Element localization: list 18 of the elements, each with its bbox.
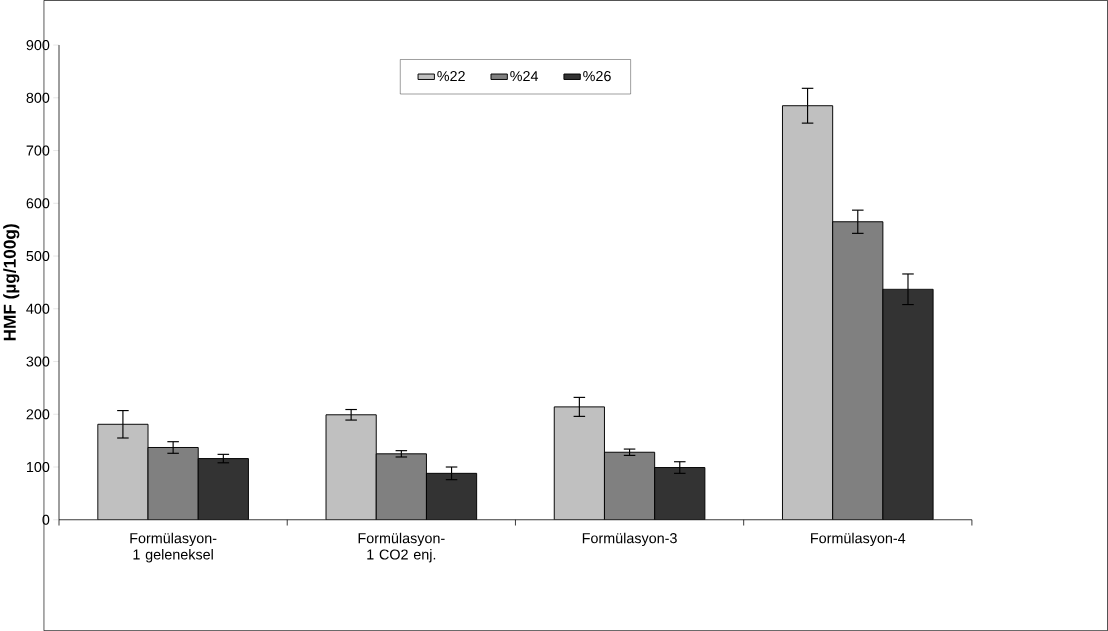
x-tick-label: Formülasyon-1 geleneksel [130, 532, 217, 563]
legend-label: %22 [437, 70, 465, 82]
x-tick-label: Formülasyon-4 [811, 532, 906, 547]
x-tick-label: Formülasyon-1 CO2 enj. [358, 532, 445, 563]
legend-label: %26 [583, 70, 611, 82]
y-tick-label: 300 [26, 356, 50, 367]
y-tick-label: 800 [26, 92, 50, 103]
x-tick-label: Formülasyon-3 [582, 532, 677, 547]
y-tick-label: 700 [26, 145, 50, 156]
y-tick-label: 100 [27, 461, 50, 473]
y-axis-title: HMF (µg/100g) [3, 224, 20, 341]
y-tick-label: 900 [26, 39, 50, 51]
y-tick-label: 500 [26, 250, 50, 262]
legend-label: %24 [510, 70, 539, 82]
y-tick-label: 400 [26, 303, 50, 314]
y-tick-label: 200 [26, 409, 50, 420]
y-tick-label: 600 [26, 198, 50, 209]
y-tick-label: 0 [42, 514, 50, 525]
